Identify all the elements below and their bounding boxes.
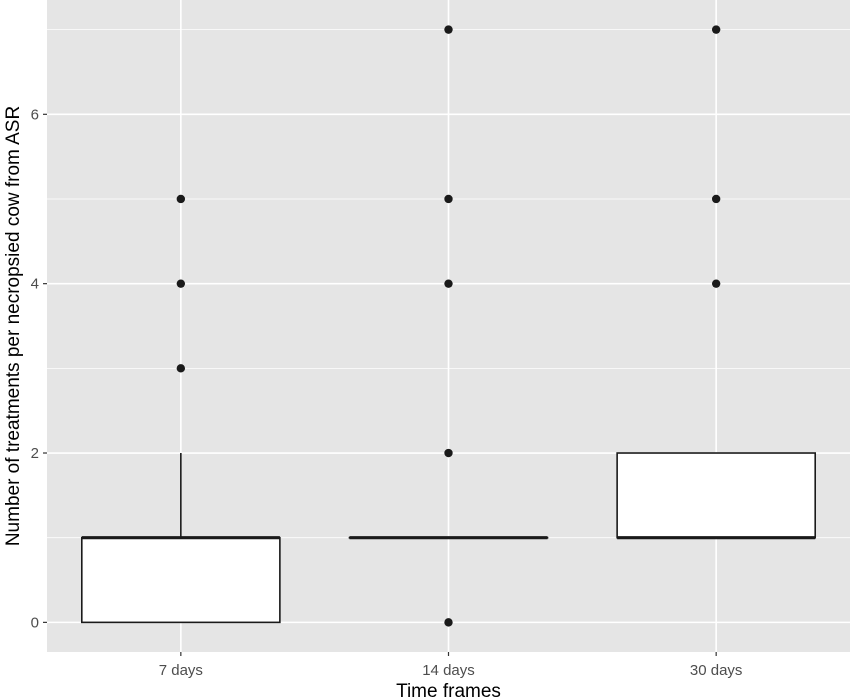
outlier-point <box>711 194 721 204</box>
boxes-layer <box>80 452 817 624</box>
box-body <box>80 536 281 624</box>
outlier-point <box>176 194 186 204</box>
x-axis-title: Time frames <box>396 681 501 700</box>
outlier-point <box>711 279 721 288</box>
outliers-layer <box>176 25 721 627</box>
outlier-point <box>444 448 453 458</box>
x-tick-label: 30 days <box>690 662 743 679</box>
outlier-point <box>711 25 721 34</box>
outlier-point <box>176 364 186 373</box>
box-body <box>616 452 817 539</box>
y-tick-label: 6 <box>31 106 39 123</box>
y-tick-label: 2 <box>31 445 39 462</box>
box-30-days <box>616 452 817 540</box>
box-7-days <box>80 453 281 624</box>
outlier-point <box>444 25 453 34</box>
y-axis-title: Number of treatments per necropsied cow … <box>3 106 24 546</box>
x-axis: 7 days 14 days 30 days <box>159 652 743 679</box>
y-tick-label: 0 <box>31 614 39 631</box>
x-tick-label: 7 days <box>159 662 203 679</box>
y-tick-label: 4 <box>31 276 39 293</box>
outlier-point <box>176 279 186 288</box>
outlier-point <box>444 194 453 204</box>
outlier-point <box>444 279 453 288</box>
y-axis: 0 2 4 6 <box>31 106 47 631</box>
outlier-point <box>444 618 453 627</box>
x-tick-label: 14 days <box>422 662 475 679</box>
